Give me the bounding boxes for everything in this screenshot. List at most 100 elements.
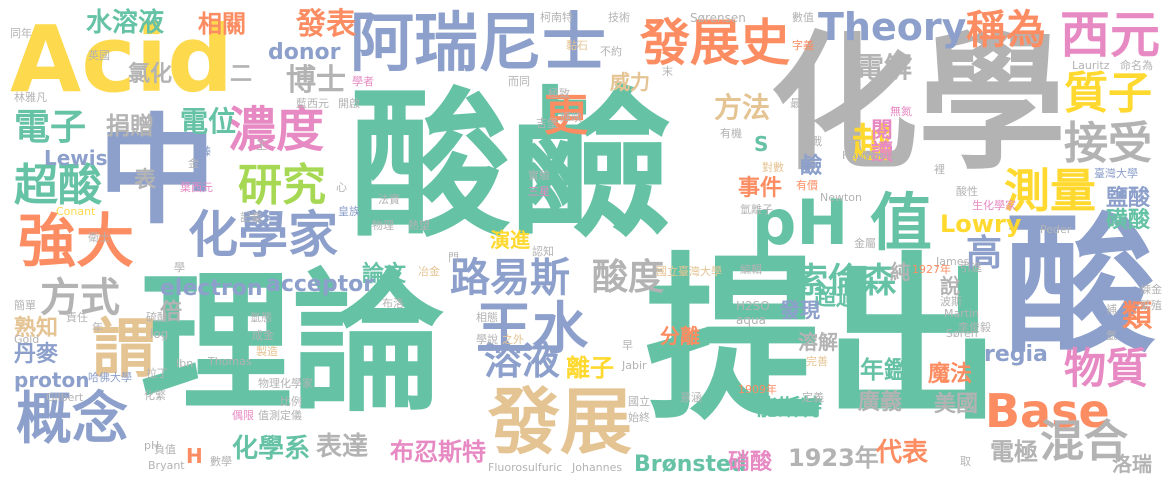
word-shenghuaxuejia: 生化學家 [972, 199, 1016, 212]
word-xin: 心 [336, 181, 347, 194]
word-aqua: aqua [736, 313, 766, 327]
word-duishu: 對數 [762, 161, 784, 174]
word-wanshan: 完善 [806, 355, 828, 368]
word-fabao: 法寶 [378, 193, 400, 206]
word-nianjian: 年鑑 [860, 356, 908, 384]
word-lanxiyuan: 藍西元 [296, 97, 329, 110]
word-shuxue: 數學 [210, 455, 232, 468]
word-gilbert: Gilbert [46, 391, 84, 404]
word-tongnian: 同年 [10, 27, 32, 40]
word-bili: 比例 [280, 395, 302, 408]
word-xiaosuan: 硝酸 [728, 450, 773, 475]
word-yanjiu: 研究 [238, 160, 326, 211]
word-zhiwai: 之外 [502, 333, 524, 346]
word-yansuan: 鹽酸 [1106, 186, 1151, 211]
word-suanxing: 酸性 [956, 185, 978, 198]
word-h2so: H2SO [736, 299, 770, 313]
word-chaosuan: 超酸 [14, 160, 102, 211]
word-fenli: 分離 [660, 324, 700, 348]
word-xiyuan: 西元 [1060, 6, 1160, 64]
word-juanzeng: 捐贈 [106, 112, 154, 140]
word-qinglizi: 氫離子 [740, 203, 773, 216]
word-er: 二 [230, 62, 253, 87]
word-luorui: 洛瑞 [1112, 452, 1152, 476]
word-aruinishi: 阿瑞尼士 [350, 7, 606, 81]
word-danmai: 丹麥 [14, 342, 59, 367]
word-zao: 早 [622, 339, 633, 352]
word-biao: 表 [134, 168, 157, 193]
word-nengsite: 能斯特 [756, 396, 823, 421]
word-jinshu: 金屬 [854, 237, 876, 250]
word-lei: 類 [1122, 299, 1152, 334]
word-kenante: 柯南特 [540, 11, 573, 24]
word-guolitaida: 國立臺灣大學 [656, 265, 722, 278]
word-sorensen: Sørensen [690, 11, 746, 25]
word-proton: proton [14, 368, 90, 392]
word-dianzi: 電子 [14, 107, 87, 148]
word-fazhanshi: 發展史 [640, 14, 790, 72]
word-zhizi: 質子 [1064, 68, 1152, 119]
word-huaxuexi: 化學系 [232, 434, 311, 464]
word-qu: 取 [960, 455, 971, 468]
word-yue: 越 [852, 121, 892, 167]
word-s: S [754, 132, 769, 156]
word-gainian: 概念 [16, 387, 128, 452]
word-jabir: Jabir [622, 359, 647, 372]
word-tiaozhan: 挑戰 [800, 135, 822, 148]
word-shuzhi: 熟知 [14, 316, 59, 341]
word-bianji: 編輯 [740, 263, 762, 276]
word-nian: 年 [92, 321, 103, 334]
word-martin: Martin [944, 307, 980, 320]
word-chengwei: 稱為 [966, 7, 1046, 53]
word-acceptor: acceptor [266, 272, 375, 297]
word-nicolaus: Nicolaus [862, 149, 909, 162]
word-bosi: 波斯 [940, 295, 962, 308]
word-electron: electron [160, 276, 263, 301]
word-wuzhi: 物質 [1064, 344, 1149, 393]
word-theory: Theory [818, 5, 967, 49]
word-fabiao: 發表 [296, 7, 356, 42]
word-jin: 金 [188, 157, 199, 170]
word-wudan: 無氮 [890, 105, 912, 118]
word-james: James [936, 255, 970, 268]
word-shuirongye: 水溶液 [86, 8, 165, 38]
word-meiguo: 美國 [934, 392, 979, 417]
word-fangfa: 方法 [714, 91, 771, 124]
word-newton: Newton [820, 191, 863, 204]
word-yejin: 冶金 [418, 265, 440, 278]
word-dianwei: 電位 [180, 105, 237, 138]
word-jizhi: 極致 [548, 87, 570, 100]
word-xueshuo: 學說 [476, 333, 498, 346]
word-fuzhi: 負值 [154, 443, 176, 456]
word-burensite: 布忍斯特 [390, 438, 486, 466]
word-wang2: 王 [256, 139, 267, 152]
word-huangsuan: 磺酸 [1106, 208, 1151, 233]
word-h: H [186, 444, 203, 468]
word-qing: 氫 [1106, 329, 1117, 342]
word-boshi: 博士 [286, 63, 346, 98]
word-xiangguan: 相關 [198, 10, 246, 38]
word-dianjie: 電解 [856, 51, 913, 84]
word-bryant: Bryant [148, 459, 185, 472]
word-mo: 末 [662, 65, 673, 78]
word-buluo: 布洛 [382, 297, 404, 310]
word-gold: Gold [14, 333, 40, 346]
word-weishi: 衛士 [88, 231, 110, 244]
word-ertong: 而同 [508, 75, 530, 88]
word-yanjin: 演進 [490, 228, 530, 252]
word-chengjin: 成金 [252, 329, 274, 342]
word-renzhi: 認知 [532, 245, 554, 258]
word-hayyan: Hayyan [842, 149, 884, 162]
word-log: log [150, 327, 169, 341]
word-suandu: 酸度 [592, 257, 665, 298]
word-ouxian: 偶限 [232, 409, 254, 422]
word-shizhong: 始終 [628, 411, 650, 424]
word-youjia: 有價 [796, 179, 818, 192]
word-jiandan: 簡單 [14, 299, 36, 312]
word-ziyi: 字義 [792, 39, 814, 52]
word-johannes: Johannes [572, 461, 623, 474]
word-huaxuejia: 化學家 [188, 206, 338, 264]
word-bu: 補 [1106, 303, 1117, 316]
word-lilun: 理論 [140, 255, 444, 432]
word-donor: donor [268, 40, 341, 65]
